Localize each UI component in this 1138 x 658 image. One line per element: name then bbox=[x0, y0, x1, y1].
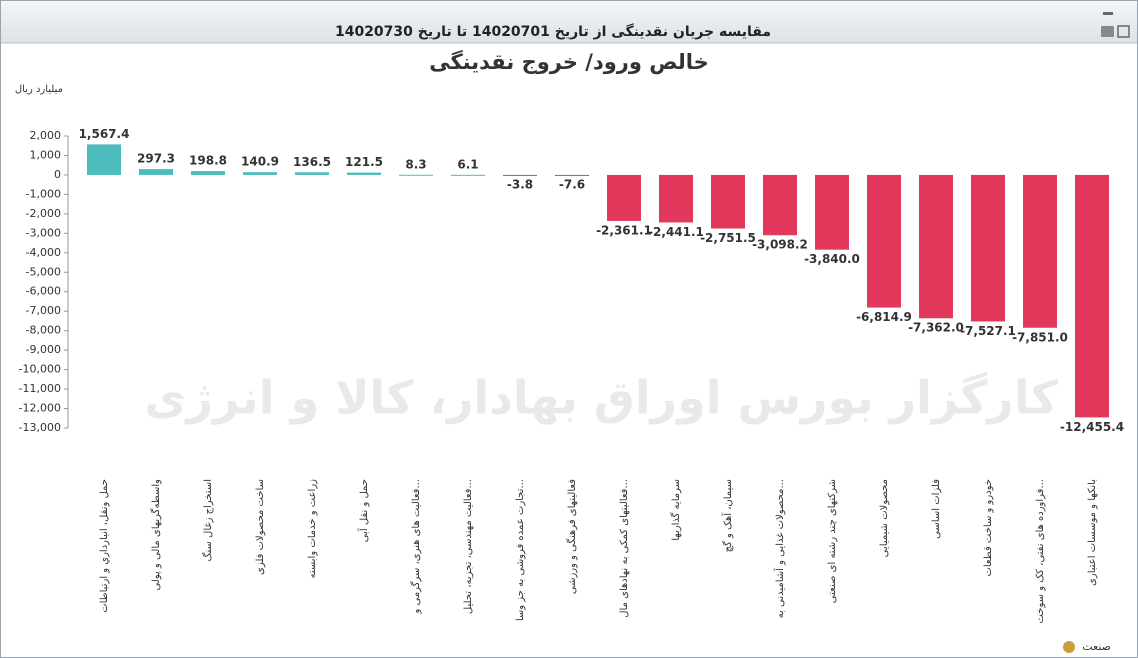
bar bbox=[607, 174, 641, 221]
value-label: -7,362.0 bbox=[908, 321, 964, 335]
y-tick-label: -8,000 bbox=[26, 324, 61, 337]
bar bbox=[919, 174, 953, 319]
y-tick-label: -4,000 bbox=[26, 246, 61, 259]
bar bbox=[971, 174, 1005, 322]
y-tick-label: 0 bbox=[54, 168, 61, 181]
x-tick-label: ساخت محصولات فلزی bbox=[255, 479, 266, 575]
value-label: -2,361.1 bbox=[596, 223, 652, 237]
value-label: -12,455.4 bbox=[1060, 420, 1124, 434]
x-tick-label: محصولات شیمیایی bbox=[879, 479, 890, 557]
value-label: -3,840.0 bbox=[804, 252, 860, 266]
maximize-button[interactable] bbox=[1117, 25, 1130, 38]
x-tick-label: فعالیتهای فرهنگی و ورزشی bbox=[566, 479, 578, 594]
watermark: کارگزار بورس اوراق بهادار، کالا و انرژی bbox=[144, 371, 1058, 425]
x-tick-label: خودرو و ساخت قطعات bbox=[983, 479, 994, 577]
y-tick-label: -3,000 bbox=[26, 226, 61, 239]
bar bbox=[243, 172, 277, 175]
x-tick-label: فعالیت مهندسی، تجزیه، تحلیل... bbox=[463, 479, 474, 614]
y-tick-label: 2,000 bbox=[30, 129, 62, 142]
x-tick-label: حمل ونقل، انبارداري و ارتباطات bbox=[99, 479, 110, 613]
y-tick-label: 1,000 bbox=[30, 148, 62, 161]
x-tick-label: فراورده های نفتی، کک و سوخت... bbox=[1035, 479, 1046, 624]
x-tick-label: سیمان، آهک و گچ bbox=[721, 479, 734, 552]
window-title: مقایسه جریان نقدینگی از تاریخ 14020701 ت… bbox=[335, 23, 771, 40]
value-label: 297.3 bbox=[137, 152, 175, 166]
y-tick-label: -1,000 bbox=[26, 187, 61, 200]
x-tick-label: سرمایه گذاریها bbox=[670, 479, 682, 541]
bar bbox=[555, 174, 589, 176]
value-label: -7,527.1 bbox=[960, 324, 1016, 338]
bar bbox=[711, 174, 745, 229]
x-tick-label: محصولات غذایی و آشامیدنی به... bbox=[773, 479, 786, 618]
y-tick-label: -12,000 bbox=[19, 402, 61, 415]
x-tick-label: بانکها و موسسات اعتباری bbox=[1087, 479, 1098, 586]
bar bbox=[139, 169, 173, 175]
value-label: 121.5 bbox=[345, 155, 383, 169]
x-tick-label: فعالیت های هنری، سرگرمی و... bbox=[410, 479, 422, 615]
y-tick-label: -10,000 bbox=[19, 363, 61, 376]
title-bar bbox=[1, 1, 1137, 43]
value-label: 140.9 bbox=[241, 155, 279, 169]
y-tick-label: -9,000 bbox=[26, 343, 61, 356]
x-tick-label: زراعت و خدمات وابسته bbox=[307, 479, 318, 579]
chart-title: خالص ورود/ خروج نقدینگی bbox=[429, 49, 709, 75]
value-label: -2,751.5 bbox=[700, 231, 756, 245]
bar bbox=[763, 174, 797, 236]
value-label: -3.8 bbox=[507, 178, 533, 192]
value-label: -3,098.2 bbox=[752, 238, 808, 252]
x-tick-label: فلزات اساسی bbox=[931, 479, 942, 539]
value-label: -6,814.9 bbox=[856, 310, 912, 324]
bar bbox=[503, 174, 537, 176]
bar bbox=[1075, 174, 1109, 418]
minimize-button[interactable] bbox=[1103, 12, 1113, 15]
y-tick-label: -2,000 bbox=[26, 207, 61, 220]
value-label: 136.5 bbox=[293, 155, 331, 169]
bar bbox=[295, 172, 329, 175]
bar bbox=[191, 171, 225, 175]
y-tick-label: -7,000 bbox=[26, 304, 61, 317]
bar bbox=[347, 172, 381, 175]
bar bbox=[659, 174, 693, 223]
value-label: -7.6 bbox=[559, 178, 585, 192]
x-tick-label: حمل و نقل آبی bbox=[357, 479, 370, 542]
value-label: -2,441.1 bbox=[648, 225, 704, 239]
x-axis-label: صنعت bbox=[1082, 640, 1111, 653]
y-axis-label: میلیارد ریال bbox=[15, 84, 63, 95]
bar bbox=[1023, 174, 1057, 328]
y-tick-label: -5,000 bbox=[26, 265, 61, 278]
y-tick-label: -11,000 bbox=[19, 382, 61, 395]
value-label: 6.1 bbox=[457, 157, 478, 171]
bar bbox=[867, 174, 901, 308]
settings-icon[interactable] bbox=[1063, 641, 1075, 653]
bar bbox=[451, 174, 485, 176]
y-tick-label: -13,000 bbox=[19, 421, 61, 434]
bar bbox=[815, 174, 849, 250]
bar bbox=[87, 144, 121, 175]
bar bbox=[399, 174, 433, 176]
value-label: 1,567.4 bbox=[79, 127, 130, 141]
x-tick-label: واسطه‌گریهای مالی و پولی bbox=[150, 479, 162, 591]
value-label: 8.3 bbox=[405, 157, 426, 171]
export-button[interactable] bbox=[1101, 26, 1114, 37]
x-tick-label: استخراج زغال سنگ bbox=[202, 479, 214, 561]
x-tick-label: شرکتهای چند رشته ای صنعتی bbox=[827, 479, 838, 603]
y-tick-label: -6,000 bbox=[26, 285, 61, 298]
value-label: 198.8 bbox=[189, 154, 227, 168]
value-label: -7,851.0 bbox=[1012, 330, 1068, 344]
x-tick-label: فعالیتهای کمکی به نهادهای مال... bbox=[619, 479, 630, 618]
x-tick-label: تجارت عمده فروشی به جز وسا... bbox=[515, 479, 526, 621]
